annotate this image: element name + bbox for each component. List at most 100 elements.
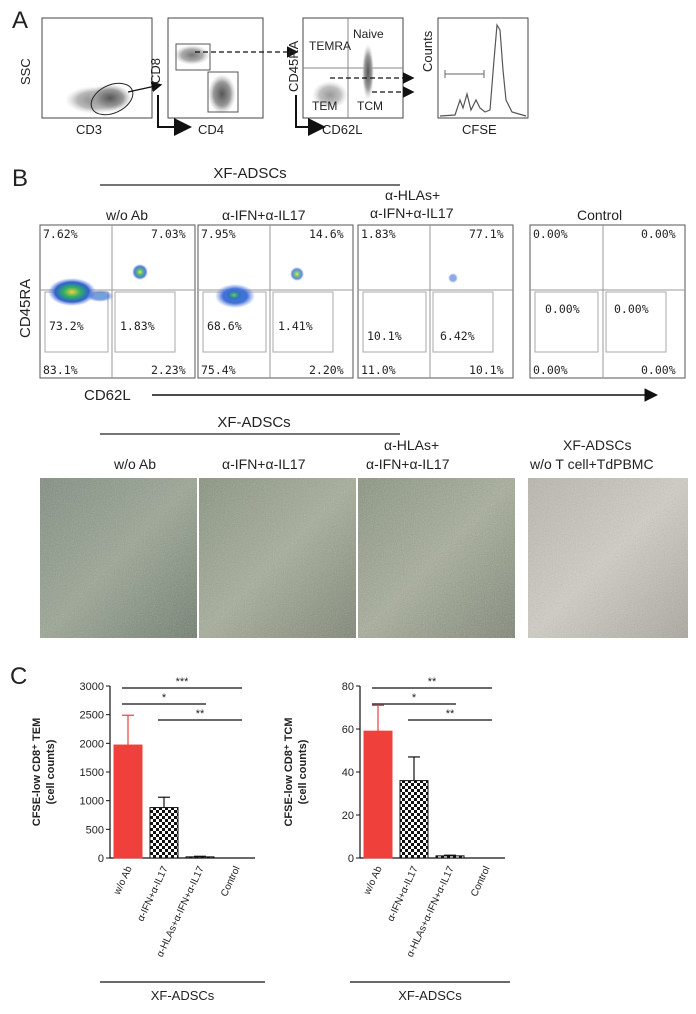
a-plot-ssc-cd3: SSC CD3 [18, 17, 153, 137]
panel-a-label: A [12, 7, 28, 34]
b-flow-plot-4: 0.00% 0.00% 0.00% 0.00% 0.00% 0.00% [529, 224, 686, 379]
bar-chart-tcm: 0 20 40 60 80 CFSE-low CD8⁺ TCM (cell counts) w… [283, 676, 510, 1003]
axis-arrow-a3 [295, 95, 326, 136]
y-axis-title-line1: CFSE-low CD8⁺ TEM [31, 718, 43, 826]
b-flow-plot-1: 7.62% 7.03% 73.2% 1.83% 83.1% 2.23% [39, 224, 196, 379]
b-ylabel: CD45RA [17, 279, 34, 338]
b3-gl: 10.1% [367, 329, 402, 343]
category-label: α-IFN+α-IL17 [386, 864, 421, 923]
a4-ylabel: Counts [420, 30, 435, 72]
b2-ul: 7.95% [201, 227, 236, 241]
b1-ur: 7.03% [151, 227, 186, 241]
b-plot4-title: Control [577, 207, 622, 223]
micro-image-3 [358, 478, 515, 638]
b3-ul: 1.83% [361, 227, 396, 241]
b2-ur: 14.6% [309, 227, 344, 241]
micro4-title1: XF-ADSCs [563, 437, 631, 453]
y-axis-title-line1: CFSE-low CD8⁺ TCM [283, 717, 295, 826]
significance-label: * [162, 692, 167, 704]
a3-q-bl: TEM [312, 99, 337, 113]
b-plot3-title1: α-HLAs+ [385, 187, 440, 203]
category-label: w/o Ab [362, 864, 385, 897]
y-tick-label: 60 [342, 724, 354, 736]
bar [363, 730, 393, 859]
micro-image-4 [528, 478, 688, 638]
category-label: α-IFN+α-IL17 [136, 864, 171, 923]
category-label: Control [469, 865, 493, 899]
significance-label: ** [196, 708, 205, 720]
arrow-a1 [127, 81, 163, 93]
b4-gr: 0.00% [614, 302, 649, 316]
y-axis-title-line2: (cell counts) [45, 739, 57, 804]
b3-ll: 11.0% [361, 363, 396, 377]
y-tick-label: 80 [342, 681, 354, 693]
a1-ylabel: SSC [18, 58, 33, 85]
b2-gr: 1.41% [278, 319, 313, 333]
b3-gr: 6.42% [440, 329, 475, 343]
axis-arrow-a2 [157, 95, 192, 136]
b4-ll: 0.00% [533, 363, 568, 377]
micro3-title1: α-HLAs+ [384, 437, 439, 453]
a3-xlabel: CD62L [322, 122, 362, 137]
b1-gr: 1.83% [120, 319, 155, 333]
significance-label: * [412, 692, 417, 704]
b1-ul: 7.62% [43, 227, 78, 241]
bar [149, 807, 179, 859]
a3-q-br: TCM [357, 99, 383, 113]
y-axis-title-line2: (cell counts) [297, 739, 309, 804]
a2-xlabel: CD4 [198, 122, 224, 137]
b1-gl: 73.2% [49, 319, 84, 333]
y-tick-label: 20 [342, 810, 354, 822]
bar [113, 744, 143, 859]
b1-ll: 83.1% [43, 363, 78, 377]
b-micro-group-label: XF-ADSCs [217, 414, 290, 431]
bar [185, 856, 215, 859]
group-label: XF-ADSCs [151, 988, 215, 1003]
b2-gl: 68.6% [207, 319, 242, 333]
significance-label: *** [176, 676, 190, 688]
significance-label: ** [446, 708, 455, 720]
a-plot-cd45ra-cd62l: TEMRA Naive TEM TCM CD45RA CD62L [286, 17, 404, 137]
a3-ylabel: CD45RA [286, 40, 301, 92]
micro-image-1 [40, 478, 197, 638]
bar [435, 855, 465, 859]
b4-ul: 0.00% [533, 227, 568, 241]
b-plot1-title: w/o Ab [105, 207, 148, 223]
b-xlabel: CD62L [84, 387, 131, 404]
y-tick-label: 500 [86, 824, 104, 836]
a-plot-cfse-histogram: Counts CFSE [420, 17, 529, 137]
b3-lr: 10.1% [469, 363, 504, 377]
a3-q-tl: TEMRA [309, 39, 351, 53]
y-tick-label: 0 [98, 853, 104, 865]
micro4-title2: w/o T cell+TdPBMC [529, 456, 654, 472]
group-label: XF-ADSCs [398, 988, 462, 1003]
b-flow-plot-2: 7.95% 14.6% 68.6% 1.41% 75.4% 2.20% [197, 224, 354, 379]
a-plot-cd8-cd4: CD8 CD4 [148, 17, 264, 137]
y-tick-label: 2500 [80, 710, 104, 722]
b-plot3-title2: α-IFN+α-IL17 [370, 205, 454, 221]
y-tick-label: 2000 [80, 738, 104, 750]
a4-xlabel: CFSE [462, 122, 497, 137]
b4-gl: 0.00% [545, 302, 580, 316]
b2-ll: 75.4% [201, 363, 236, 377]
micro2-title: α-IFN+α-IL17 [222, 456, 306, 472]
a2-ylabel: CD8 [148, 58, 163, 84]
panel-b-label: B [12, 165, 28, 192]
bar [399, 780, 429, 859]
y-tick-label: 1500 [80, 767, 104, 779]
b3-ur: 77.1% [469, 227, 504, 241]
b1-lr: 2.23% [151, 363, 186, 377]
y-tick-label: 0 [348, 853, 354, 865]
a1-xlabel: CD3 [76, 122, 102, 137]
a3-q-tr: Naive [353, 27, 384, 41]
micro-image-2 [199, 478, 356, 638]
b4-ur: 0.00% [641, 227, 676, 241]
category-label: Control [219, 865, 243, 899]
b-flow-plot-3: 1.83% 77.1% 10.1% 6.42% 11.0% 10.1% [357, 224, 514, 379]
category-label: w/o Ab [112, 864, 135, 897]
y-tick-label: 3000 [80, 681, 104, 693]
bar-chart-tem: 0 500 1000 1500 2000 2500 3000 CFSE-low CD8⁺ TE… [31, 676, 265, 1003]
panel-c-label: C [10, 663, 27, 690]
b-group-label: XF-ADSCs [213, 165, 286, 182]
significance-label: ** [428, 676, 437, 688]
